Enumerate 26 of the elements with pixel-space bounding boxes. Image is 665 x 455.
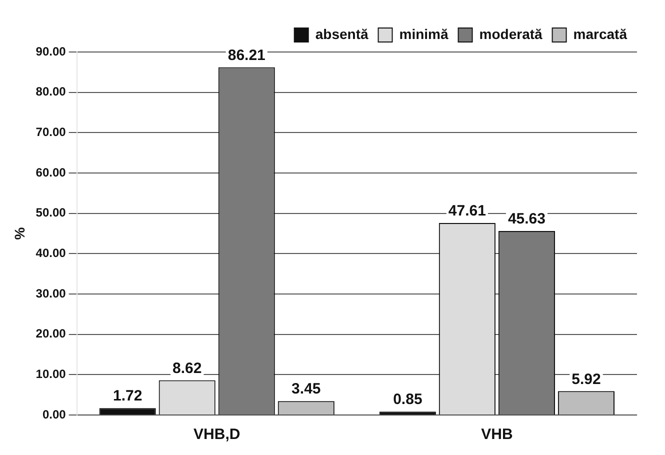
y-tick-label: 90.00 (36, 44, 66, 58)
y-tick-label: 80.00 (36, 84, 66, 99)
y-tick-label: 70.00 (36, 124, 66, 139)
y-tick-label: 10.00 (36, 366, 66, 381)
y-axis-title: % (11, 226, 28, 240)
bar (99, 408, 156, 414)
legend-label: moderată (479, 26, 543, 42)
legend-label: minimă (399, 26, 448, 42)
data-label: 8.62 (172, 360, 202, 377)
data-label: 0.85 (393, 391, 422, 408)
y-tick-label: 30.00 (36, 286, 66, 300)
x-tick-label: VHB (481, 426, 513, 444)
x-tick-label: VHB,D (194, 426, 240, 444)
y-tick-label: 50.00 (36, 206, 66, 220)
data-label: 86.21 (228, 46, 266, 64)
legend-label: marcată (573, 26, 628, 42)
y-tick-label: 0.00 (42, 407, 66, 422)
data-label: 1.72 (112, 388, 142, 405)
y-tick-label: 60.00 (36, 165, 66, 180)
data-label: 45.63 (508, 210, 546, 228)
data-label: 47.61 (448, 202, 486, 220)
data-label: 3.45 (292, 380, 321, 398)
data-label: 5.92 (572, 370, 601, 388)
legend-label: absentă (315, 26, 368, 42)
y-tick-label: 20.00 (36, 326, 66, 341)
y-tick-label: 40.00 (36, 246, 66, 260)
